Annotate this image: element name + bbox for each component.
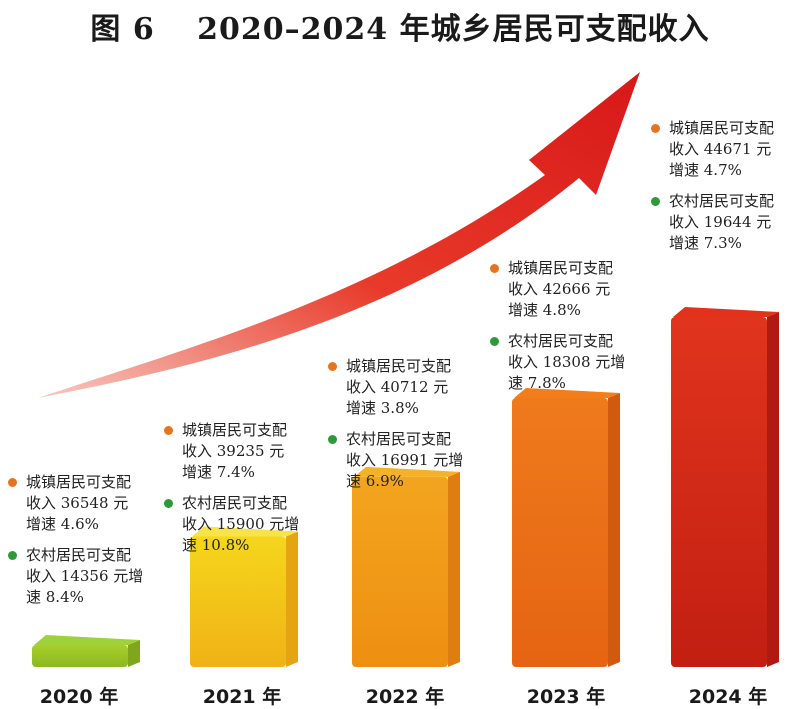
annotation-5: 城镇居民可支配 收入 44671 元增速 4.7% 农村居民可支配 收入 19644 …	[651, 118, 791, 264]
bar-3	[352, 466, 460, 667]
bar-4	[512, 387, 620, 667]
rural-income-note-text: 农村居民可支配 收入 19644 元增速 7.3%	[669, 192, 775, 252]
bar-front-1	[32, 645, 128, 667]
bar-side-3	[448, 471, 460, 667]
bullet-dot-icon	[328, 362, 337, 371]
bullet-dot-icon	[164, 426, 173, 435]
year-label: 2020 年	[39, 686, 119, 708]
annotation-1: 城镇居民可支配 收入 36548 元增速 4.6% 农村居民可支配 收入 14356 …	[8, 472, 148, 618]
urban-income-note-text: 城镇居民可支配 收入 36548 元增速 4.6%	[26, 473, 132, 533]
rural-income-note: 农村居民可支配 收入 18308 元增速 7.8%	[490, 331, 630, 394]
year-label: 2021 年	[202, 686, 282, 708]
bar-front-4	[512, 397, 608, 667]
urban-income-note: 城镇居民可支配 收入 44671 元增速 4.7%	[651, 118, 791, 181]
annotation-3: 城镇居民可支配 收入 40712 元增速 3.8% 农村居民可支配 收入 16991 …	[328, 356, 468, 502]
bullet-dot-icon	[490, 337, 499, 346]
year-label: 2023 年	[526, 686, 606, 708]
year-label: 2022 年	[365, 686, 445, 708]
bar-top-3	[354, 466, 460, 477]
bullet-dot-icon	[328, 435, 337, 444]
bar-side-1	[128, 640, 140, 667]
bar-top-4	[514, 387, 620, 398]
chart-title: 图 6 2020–2024 年城乡居民可支配收入	[90, 12, 710, 47]
bar-side-2	[286, 531, 298, 667]
rural-income-note: 农村居民可支配 收入 19644 元增速 7.3%	[651, 191, 791, 254]
rural-income-note-text: 农村居民可支配 收入 18308 元增速 7.8%	[508, 332, 626, 392]
rural-income-note: 农村居民可支配 收入 14356 元增速 8.4%	[8, 545, 148, 608]
urban-income-note: 城镇居民可支配 收入 36548 元增速 4.6%	[8, 472, 148, 535]
urban-income-note-text: 城镇居民可支配 收入 42666 元增速 4.8%	[508, 259, 614, 319]
bar-2	[190, 526, 298, 667]
rural-income-note-text: 农村居民可支配 收入 16991 元增速 6.9%	[346, 430, 464, 490]
bar-5	[671, 307, 779, 667]
bullet-dot-icon	[164, 499, 173, 508]
year-label: 2024 年	[688, 686, 768, 708]
urban-income-note-text: 城镇居民可支配 收入 39235 元增速 7.4%	[182, 421, 288, 481]
urban-income-note: 城镇居民可支配 收入 40712 元增速 3.8%	[328, 356, 468, 419]
bullet-dot-icon	[8, 551, 17, 560]
bar-side-4	[608, 392, 620, 667]
rural-income-note: 农村居民可支配 收入 16991 元增速 6.9%	[328, 429, 468, 492]
bar-side-5	[767, 312, 779, 667]
bullet-dot-icon	[651, 124, 660, 133]
bar-front-5	[671, 317, 767, 667]
bullet-dot-icon	[651, 197, 660, 206]
rural-income-note-text: 农村居民可支配 收入 14356 元增速 8.4%	[26, 546, 144, 606]
bar-top-5	[673, 307, 779, 317]
bar-1	[32, 635, 140, 667]
bullet-dot-icon	[8, 478, 17, 487]
urban-income-note: 城镇居民可支配 收入 39235 元增速 7.4%	[164, 420, 304, 483]
bullet-dot-icon	[490, 264, 499, 273]
bar-top-2	[192, 526, 298, 537]
rural-income-note-text: 农村居民可支配 收入 15900 元增速 10.8%	[182, 494, 300, 554]
bar-front-3	[352, 476, 448, 667]
rural-income-note: 农村居民可支配 收入 15900 元增速 10.8%	[164, 493, 304, 556]
bar-top-1	[34, 635, 140, 645]
annotation-4: 城镇居民可支配 收入 42666 元增速 4.8% 农村居民可支配 收入 18308 …	[490, 258, 630, 404]
urban-income-note-text: 城镇居民可支配 收入 44671 元增速 4.7%	[669, 119, 775, 179]
annotation-2: 城镇居民可支配 收入 39235 元增速 7.4% 农村居民可支配 收入 15900 …	[164, 420, 304, 566]
urban-income-note: 城镇居民可支配 收入 42666 元增速 4.8%	[490, 258, 630, 321]
bar-front-2	[190, 536, 286, 667]
urban-income-note-text: 城镇居民可支配 收入 40712 元增速 3.8%	[346, 357, 452, 417]
